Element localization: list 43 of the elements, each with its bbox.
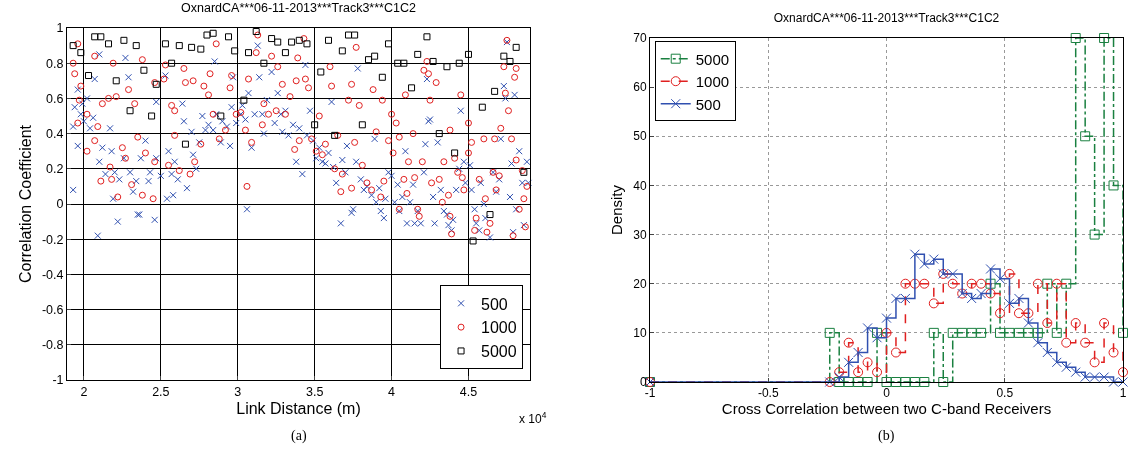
x-tick-label: 3.5 <box>305 385 324 399</box>
y-tick-label: 0.2 <box>46 162 64 177</box>
legend-label: 500 <box>695 95 721 113</box>
x-axis-title: Cross Correlation between two C-band Receivers <box>721 400 1052 418</box>
y-tick-label: 0.8 <box>46 56 64 71</box>
chart-title: OxnardCA***06-11-2013***Track3***C1C2 <box>181 1 416 15</box>
y-tick-label: 30 <box>633 227 647 242</box>
x-tick-label: 4 <box>388 385 396 399</box>
text: (b) <box>878 428 895 444</box>
y-tick-label: -0.8 <box>41 338 64 353</box>
y-tick-label: 50 <box>633 129 647 144</box>
y-tick-label: 40 <box>633 178 647 193</box>
legend-label: 5000 <box>481 343 517 361</box>
x-tick-label: 2.5 <box>152 385 170 399</box>
y-axis-title: Correlation Coefficient <box>16 124 34 284</box>
y-tick-label: 1 <box>56 21 64 36</box>
y-axis-title: Density <box>608 184 626 236</box>
legend-label: 1000 <box>481 319 517 337</box>
x-tick-label: 4.5 <box>459 385 478 399</box>
chart-title: OxnardCA***06-11-2013***Track3***C1C2 <box>773 11 1000 25</box>
legend-label: 1000 <box>695 73 730 91</box>
y-tick-label: 10 <box>633 326 647 341</box>
y-tick-label: 0.4 <box>46 126 64 141</box>
legend-label: 5000 <box>695 50 730 68</box>
x-tick-label: 2 <box>80 385 88 399</box>
x-tick-label: 0 <box>883 386 891 401</box>
y-tick-label: -0.2 <box>41 232 64 247</box>
x-tick-label: 1 <box>1119 386 1127 401</box>
x-tick-label: -0.5 <box>757 386 779 401</box>
y-tick-label: 0.6 <box>46 91 64 106</box>
x-tick-label: 3 <box>234 385 242 399</box>
text: (a) <box>291 428 307 444</box>
y-tick-label: 60 <box>633 80 647 95</box>
y-tick-label: -1 <box>52 373 64 388</box>
legend-label: 500 <box>481 295 508 313</box>
y-tick-label: 70 <box>633 31 647 46</box>
x-tick-label: 0.5 <box>996 386 1014 401</box>
text: x 10$^{4}$ <box>519 410 547 427</box>
y-tick-label: -0.4 <box>41 267 64 282</box>
x-axis-title: Link Distance (m) <box>236 399 361 417</box>
y-tick-label: -0.6 <box>41 302 64 317</box>
y-tick-label: 0 <box>56 197 64 212</box>
y-tick-label: 20 <box>633 276 647 291</box>
